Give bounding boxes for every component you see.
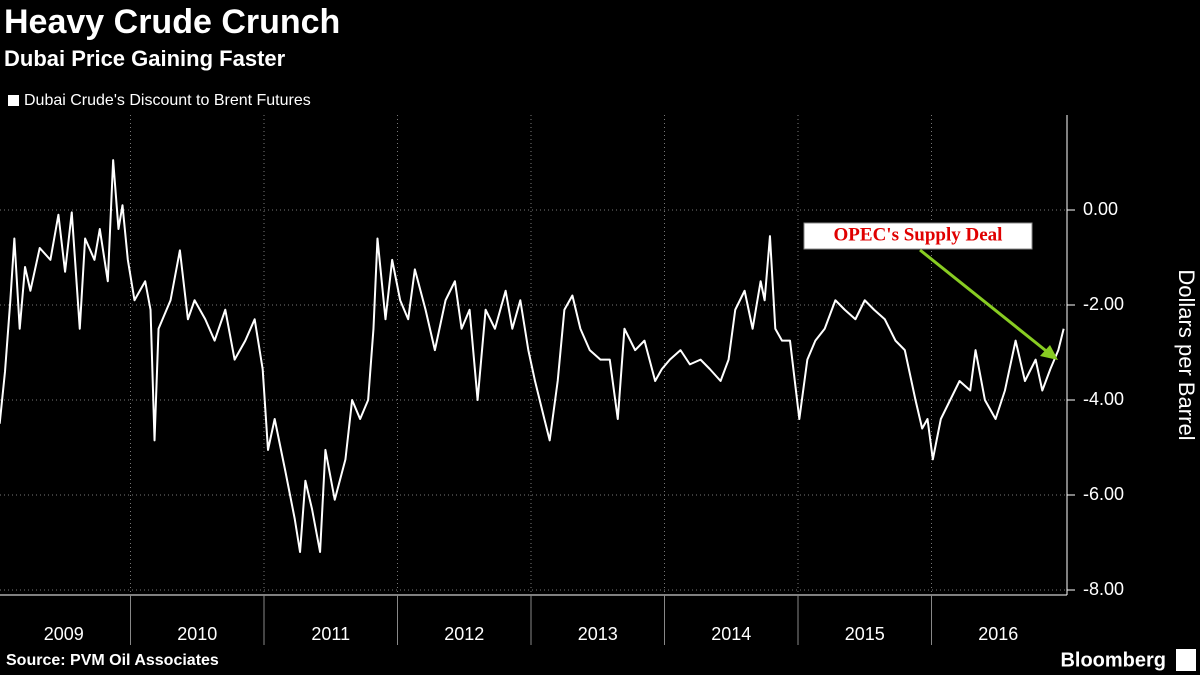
annotation: OPEC's Supply Deal (803, 222, 1058, 360)
chart-title: Heavy Crude Crunch (4, 3, 340, 41)
y-tick-label: -6.00 (1083, 484, 1124, 504)
brand: Bloomberg (1060, 649, 1166, 671)
brand-icon (1176, 649, 1196, 671)
x-tick-label: 2014 (711, 624, 751, 644)
y-tick-label: -4.00 (1083, 389, 1124, 409)
chart-subtitle: Dubai Price Gaining Faster (4, 46, 286, 71)
y-axis-label: Dollars per Barrel (1174, 269, 1199, 440)
annotation-arrowhead (1040, 345, 1058, 360)
x-tick-label: 2012 (444, 624, 484, 644)
x-tick-label: 2015 (845, 624, 885, 644)
x-tick-label: 2009 (44, 624, 84, 644)
y-tick-label: -2.00 (1083, 294, 1124, 314)
annotation-text: OPEC's Supply Deal (834, 224, 1003, 245)
x-tick-label: 2013 (578, 624, 618, 644)
line-series (0, 159, 1065, 553)
legend-swatch (8, 95, 19, 106)
x-tick-label: 2016 (978, 624, 1018, 644)
annotation-arrow (919, 248, 1051, 356)
annotation-box (803, 222, 1033, 250)
legend-label: Dubai Crude's Discount to Brent Futures (24, 92, 311, 109)
plot: 0.00 -2.00 -4.00 -6.00 -8.00 2009 2010 2011 2012… (0, 92, 1124, 645)
y-tick-label: 0.00 (1083, 199, 1118, 219)
y-tick-label: -8.00 (1083, 579, 1124, 599)
source: Source: PVM Oil Associates (6, 652, 219, 669)
x-tick-label: 2011 (311, 624, 350, 644)
x-tick-label: 2010 (177, 624, 217, 644)
